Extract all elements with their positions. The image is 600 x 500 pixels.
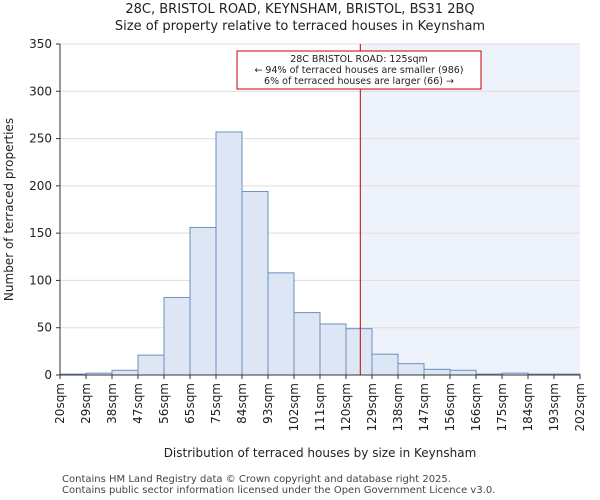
bar-93sqm [267,272,295,376]
y-tick-label: 100 [29,273,52,287]
x-tick-label: 84sqm [235,383,249,424]
x-tick-label: 147sqm [417,383,431,431]
y-tick-label: 200 [29,179,52,193]
x-tick-label: 120sqm [339,383,353,431]
x-tick-label: 38sqm [105,383,119,424]
y-tick-label: 50 [37,321,52,335]
bar-47sqm [137,354,165,376]
bar-102sqm [293,312,321,376]
x-tick-label: 102sqm [287,383,301,431]
x-tick-label: 193sqm [547,383,561,431]
x-tick-label: 202sqm [573,383,587,431]
x-tick-label: 20sqm [53,383,67,424]
x-tick-label: 156sqm [443,383,457,431]
footer-copyright: Contains HM Land Registry data © Crown c… [62,474,451,485]
chart-title: 28C, BRISTOL ROAD, KEYNSHAM, BRISTOL, BS… [125,2,475,17]
annotation-line-2: ← 94% of terraced houses are smaller (98… [254,65,463,76]
bar-120sqm [345,328,373,376]
bar-129sqm [371,353,399,376]
bar-111sqm [319,323,347,376]
bar-138sqm [397,363,425,376]
chart-subtitle: Size of property relative to terraced ho… [114,19,486,34]
annotation-box: 28C BRISTOL ROAD: 125sqm ← 94% of terrac… [236,50,482,90]
x-tick-label: 56sqm [157,383,171,424]
y-tick-label: 0 [44,368,52,382]
x-tick-label: 29sqm [79,383,93,424]
x-tick-label: 175sqm [495,383,509,431]
x-tick-label: 47sqm [131,383,145,424]
x-tick-label: 65sqm [183,383,197,424]
x-axis-ticks: 20sqm 29sqm 38sqm 47sqm 56sqm 65sqm 75sqm 84sqm… [53,375,587,431]
y-gridlines [60,43,580,329]
x-tick-label: 138sqm [391,383,405,431]
x-tick-label: 129sqm [365,383,379,431]
y-tick-label: 350 [29,37,52,51]
annotation-line-3: 6% of terraced houses are larger (66) → [264,76,454,87]
footer-licence: Contains public sector information licen… [62,485,496,496]
bar-84sqm [241,191,269,376]
y-axis-label: Number of terraced properties [2,118,16,301]
highlight-region [360,44,580,375]
bar-156sqm [449,369,477,376]
annotation-line-1: 28C BRISTOL ROAD: 125sqm [290,54,428,65]
bar-38sqm [111,369,139,376]
bar-65sqm [189,226,217,376]
y-tick-label: 300 [29,84,52,98]
x-tick-label: 75sqm [209,383,223,424]
bars [59,131,581,376]
x-tick-label: 111sqm [313,383,327,431]
bar-147sqm [423,368,451,376]
bar-75sqm [215,131,243,376]
y-axis-ticks: 0 50 100 150 200 250 300 350 [29,37,60,382]
x-tick-label: 166sqm [469,383,483,431]
x-tick-label: 93sqm [261,383,275,424]
bar-56sqm [163,296,191,376]
histogram-chart: 0 50 100 150 200 250 300 350 20sqm 29sqm 38sqm 47s… [2,37,587,460]
x-axis-label: Distribution of terraced houses by size … [164,446,477,460]
x-tick-label: 184sqm [521,383,535,431]
y-tick-label: 250 [29,132,52,146]
y-tick-label: 150 [29,226,52,240]
